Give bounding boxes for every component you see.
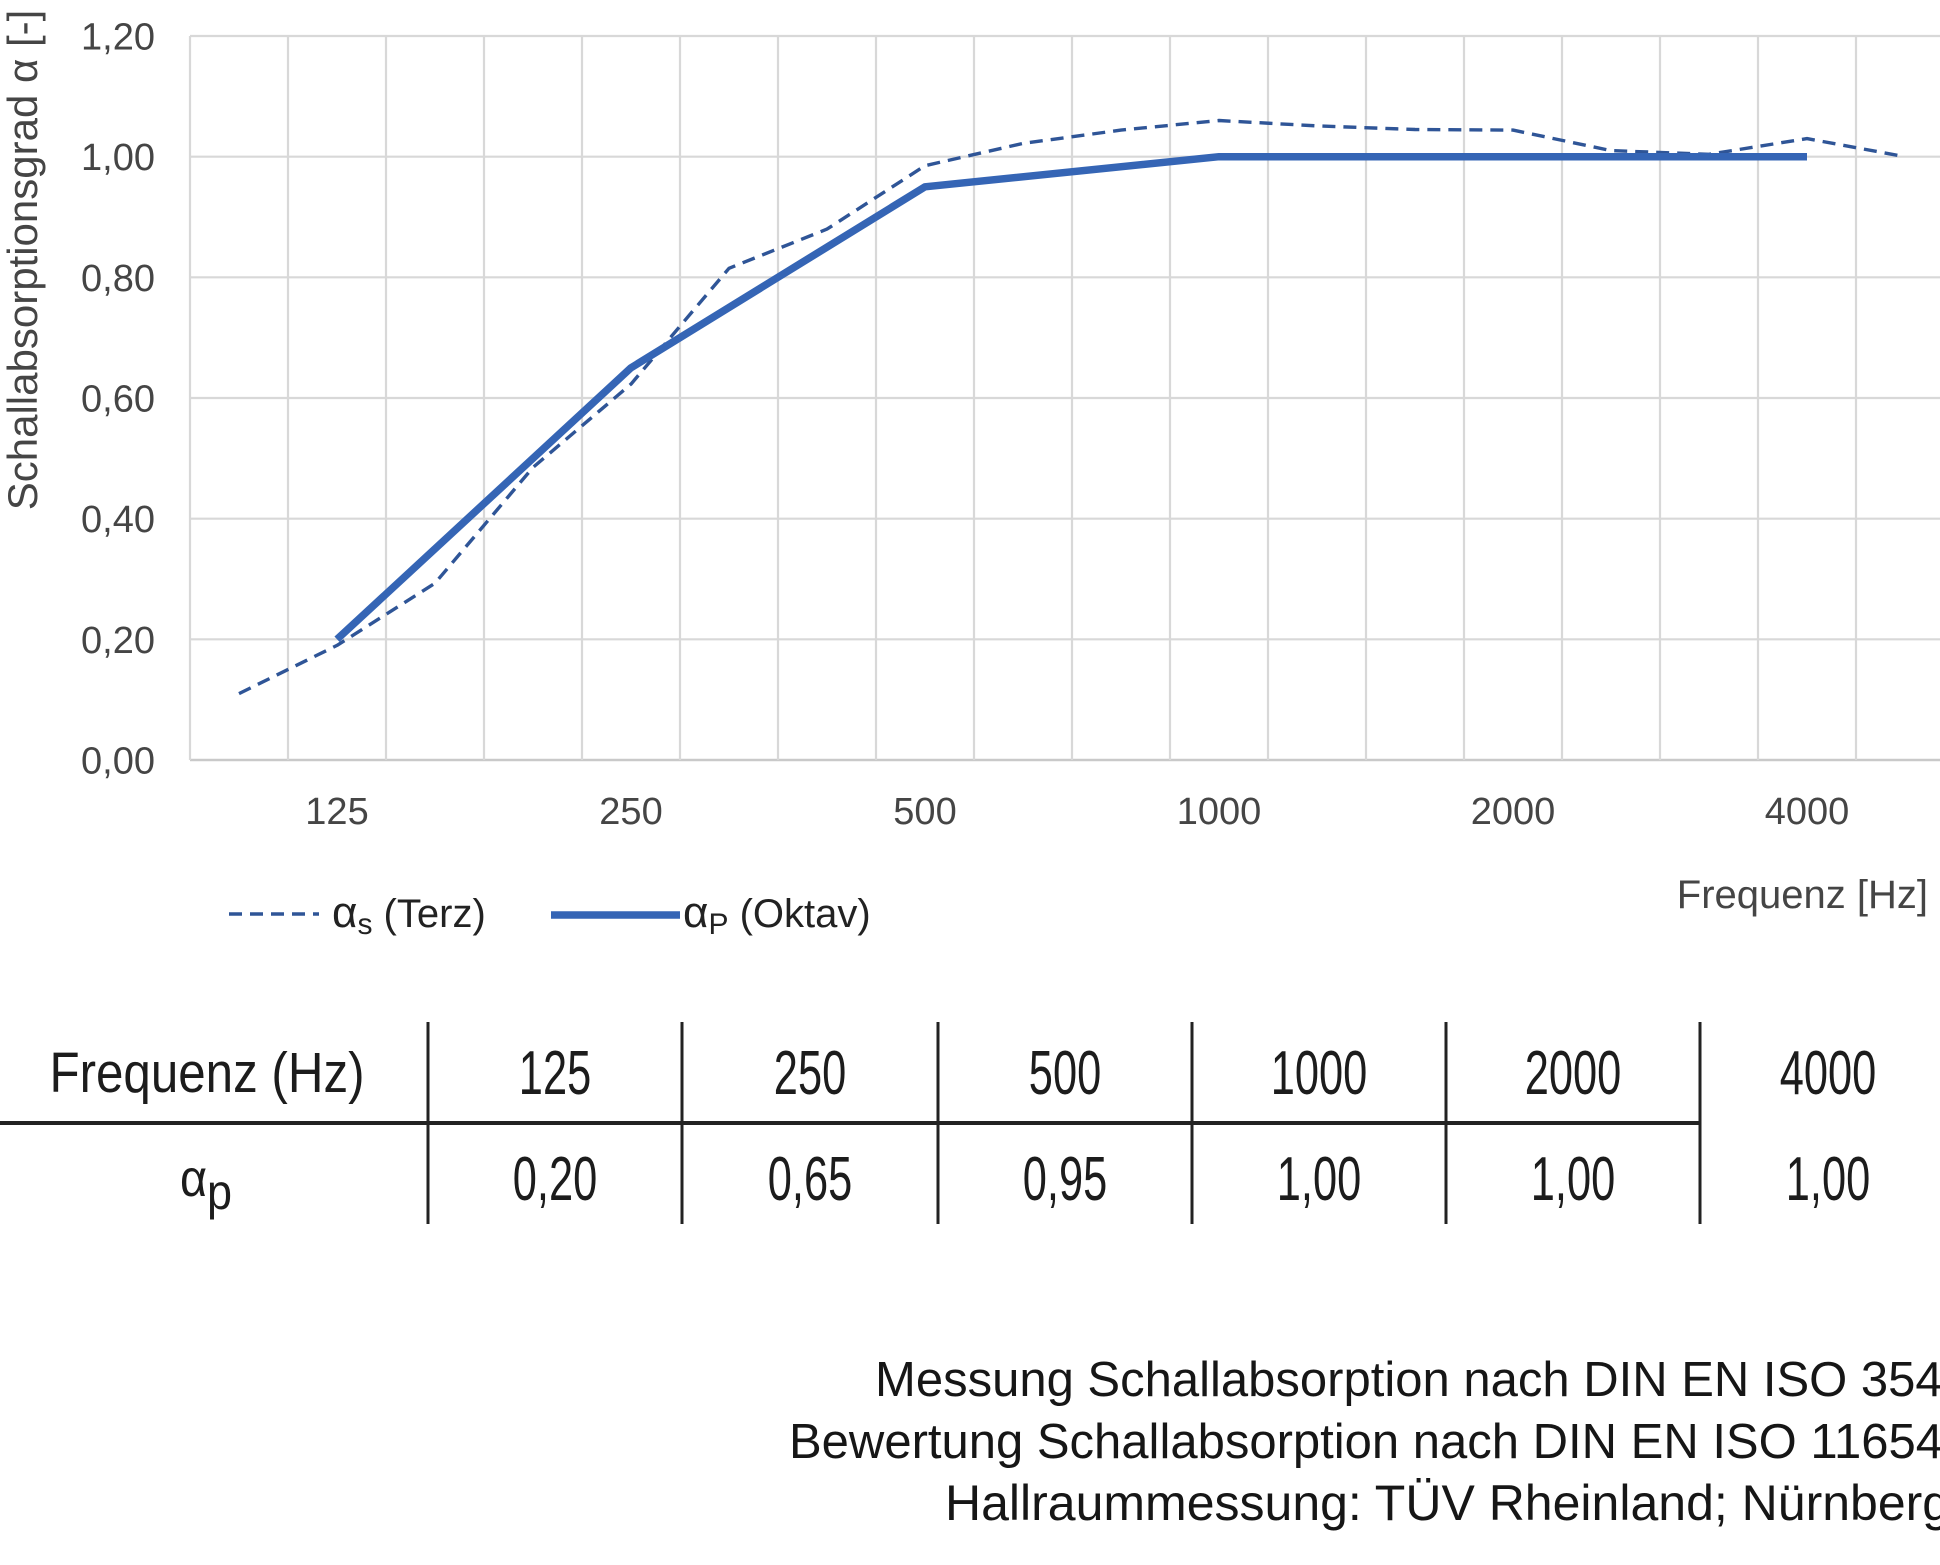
svg-text:1,00: 1,00 [1277,1146,1361,1214]
svg-text:αp: αp [180,1150,232,1221]
svg-text:500: 500 [1029,1040,1101,1108]
svg-text:αP (Oktav): αP (Oktav) [683,888,871,941]
svg-text:Hallraummessung: TÜV Rheinland: Hallraummessung: TÜV Rheinland; Nürnberg [945,1475,1940,1531]
svg-text:0,80: 0,80 [81,258,155,300]
svg-text:0,65: 0,65 [768,1146,852,1214]
svg-text:4000: 4000 [1780,1040,1877,1108]
svg-text:0,00: 0,00 [81,741,155,783]
svg-text:0,95: 0,95 [1023,1146,1107,1214]
svg-text:1000: 1000 [1271,1040,1368,1108]
svg-text:1,20: 1,20 [81,17,155,59]
svg-text:2000: 2000 [1525,1040,1622,1108]
svg-text:1,00: 1,00 [81,137,155,179]
svg-text:4000: 4000 [1765,791,1850,833]
svg-text:0,40: 0,40 [81,499,155,541]
svg-text:0,60: 0,60 [81,379,155,421]
svg-text:0,20: 0,20 [81,620,155,662]
svg-text:125: 125 [519,1040,591,1108]
svg-text:Frequenz (Hz): Frequenz (Hz) [49,1042,364,1105]
svg-text:Frequenz [Hz]: Frequenz [Hz] [1677,873,1928,917]
svg-text:αs (Terz): αs (Terz) [332,888,486,941]
svg-text:1000: 1000 [1177,791,1262,833]
svg-text:0,20: 0,20 [513,1146,597,1214]
svg-text:1,00: 1,00 [1786,1146,1870,1214]
svg-text:500: 500 [893,791,956,833]
svg-text:Schallabsorptionsgrad α [-]: Schallabsorptionsgrad α [-] [0,10,46,511]
svg-text:250: 250 [774,1040,846,1108]
svg-text:2000: 2000 [1471,791,1556,833]
svg-text:125: 125 [305,791,368,833]
svg-text:Bewertung Schallabsorption nac: Bewertung Schallabsorption nach DIN EN I… [789,1415,1940,1469]
svg-text:Messung Schallabsorption nach: Messung Schallabsorption nach DIN EN ISO… [875,1353,1940,1407]
svg-text:1,00: 1,00 [1531,1146,1615,1214]
svg-text:250: 250 [599,791,662,833]
